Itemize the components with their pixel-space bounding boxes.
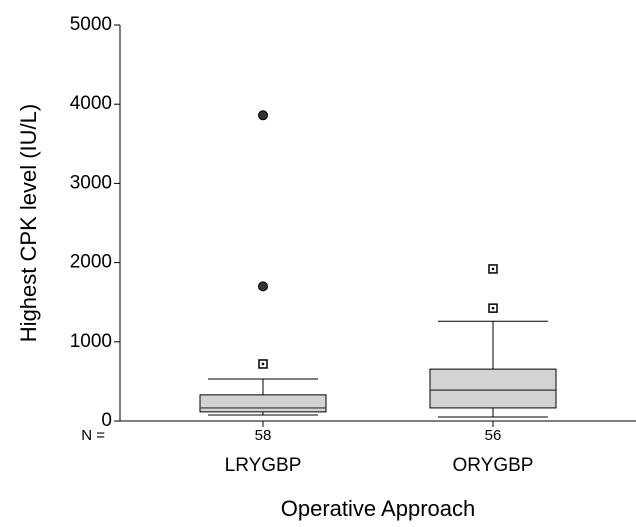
outlier-dot <box>261 362 265 366</box>
outlier-dot <box>491 306 495 310</box>
n-value: 56 <box>485 427 502 444</box>
y-tick-label: 4000 <box>70 93 112 114</box>
box <box>429 368 557 409</box>
y-axis-label: Highest CPK level (IU/L) <box>16 104 41 342</box>
n-value: 58 <box>255 427 272 444</box>
box <box>199 394 327 413</box>
y-tick-label: 1000 <box>70 331 112 352</box>
outlier-dot <box>491 267 495 271</box>
n-label: N = <box>81 427 105 444</box>
x-tick-label: ORYGBP <box>453 455 534 476</box>
y-tick-label: 0 <box>101 410 112 431</box>
y-tick-label: 3000 <box>70 172 112 193</box>
x-axis-label: Operative Approach <box>281 496 475 521</box>
y-tick-label: 5000 <box>70 14 112 35</box>
y-tick-label: 2000 <box>70 252 112 273</box>
x-tick-label: LRYGBP <box>225 455 302 476</box>
extreme <box>258 110 268 121</box>
extreme <box>258 281 268 292</box>
